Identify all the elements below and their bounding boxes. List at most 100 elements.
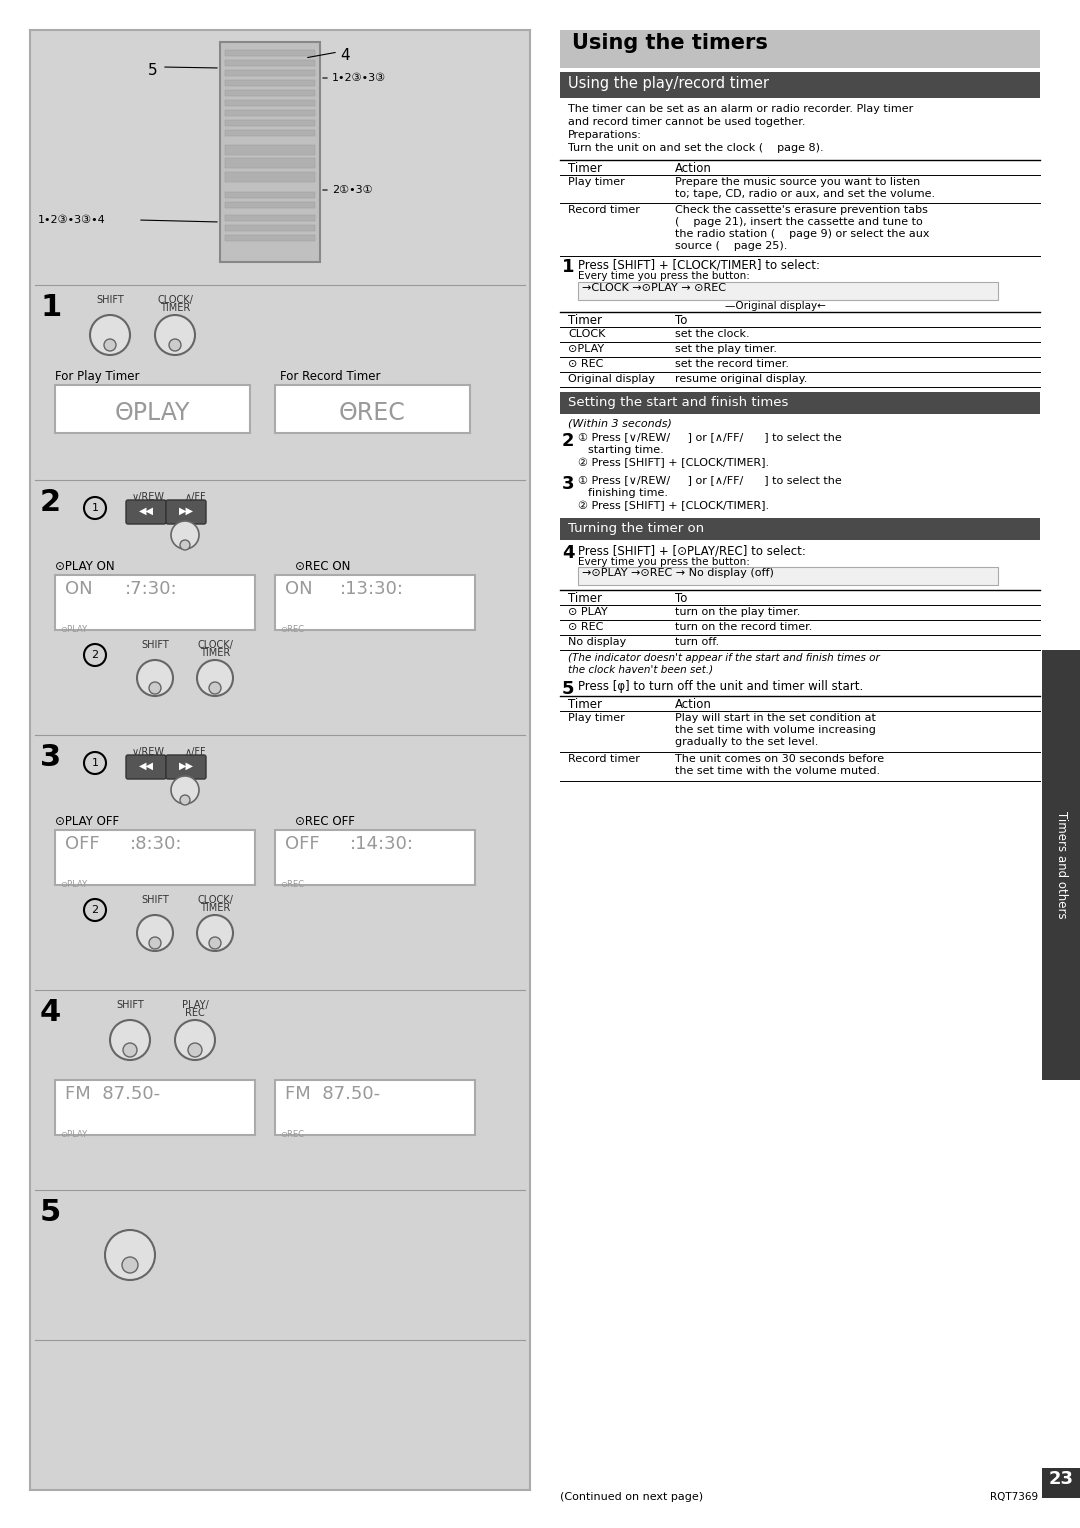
Text: turn off.: turn off. — [675, 637, 719, 646]
Bar — [578, 283, 998, 299]
Circle shape — [197, 915, 233, 950]
Text: gradually to the set level.: gradually to the set level. — [675, 736, 819, 747]
Text: —Original display←: —Original display← — [725, 301, 826, 312]
Text: Prepare the music source you want to listen: Prepare the music source you want to lis… — [675, 177, 920, 186]
Bar — [35, 35, 525, 280]
Text: ∧/FF: ∧/FF — [185, 492, 206, 503]
Text: 2: 2 — [562, 432, 575, 451]
Text: →CLOCK →⊙PLAY → ⊙REC: →CLOCK →⊙PLAY → ⊙REC — [582, 283, 726, 293]
Text: CLOCK: CLOCK — [568, 329, 606, 339]
Text: Using the timers: Using the timers — [572, 34, 768, 53]
Circle shape — [180, 795, 190, 805]
Circle shape — [149, 681, 161, 694]
Text: For Play Timer: For Play Timer — [55, 370, 139, 384]
Circle shape — [90, 315, 130, 354]
Text: Timer: Timer — [568, 698, 602, 711]
Text: Play timer: Play timer — [568, 177, 624, 186]
Text: CLOCK/: CLOCK/ — [197, 895, 233, 905]
Text: Press [φ] to turn off the unit and timer will start.: Press [φ] to turn off the unit and timer… — [578, 680, 863, 694]
Text: ▶▶: ▶▶ — [178, 506, 193, 516]
Text: 23: 23 — [1049, 1470, 1074, 1488]
Text: 1: 1 — [92, 758, 98, 769]
Bar — [225, 173, 315, 182]
Bar — [561, 72, 1040, 98]
FancyBboxPatch shape — [166, 500, 206, 524]
Text: SHIFT: SHIFT — [141, 895, 168, 905]
Text: Timer: Timer — [568, 162, 602, 176]
Text: 1: 1 — [562, 258, 575, 277]
Text: 3: 3 — [562, 475, 575, 494]
Text: Using the play/record timer: Using the play/record timer — [568, 76, 769, 92]
Text: 1•2③•3③•4: 1•2③•3③•4 — [38, 215, 106, 225]
Text: (The indicator doesn't appear if the start and finish times or: (The indicator doesn't appear if the sta… — [568, 652, 880, 663]
Text: CLOCK/: CLOCK/ — [157, 295, 193, 306]
Circle shape — [210, 937, 221, 949]
Bar — [275, 385, 470, 432]
Bar — [225, 121, 315, 125]
Bar — [225, 145, 315, 154]
Bar — [55, 830, 255, 885]
Text: ⊙REC OFF: ⊙REC OFF — [295, 814, 355, 828]
Text: ① Press [∨/REW/     ] or [∧/FF/      ] to select the: ① Press [∨/REW/ ] or [∧/FF/ ] to select … — [578, 432, 841, 442]
Text: the set time with the volume muted.: the set time with the volume muted. — [675, 766, 880, 776]
Text: ∨/REW: ∨/REW — [132, 747, 164, 756]
Bar — [561, 518, 1040, 539]
Text: Press [SHIFT] + [⊙PLAY/REC] to select:: Press [SHIFT] + [⊙PLAY/REC] to select: — [578, 544, 806, 558]
Bar — [1042, 649, 1080, 1080]
Text: set the clock.: set the clock. — [675, 329, 750, 339]
Text: 1: 1 — [40, 293, 62, 322]
Text: ∧/FF: ∧/FF — [185, 747, 206, 756]
Bar — [35, 990, 525, 1186]
Text: Record timer: Record timer — [568, 205, 639, 215]
Text: No display: No display — [568, 637, 626, 646]
Text: Every time you press the button:: Every time you press the button: — [578, 270, 750, 281]
Text: :8:30:: :8:30: — [130, 834, 183, 853]
Bar — [225, 202, 315, 208]
Text: OFF: OFF — [285, 834, 320, 853]
Bar — [55, 1080, 255, 1135]
Text: 4: 4 — [40, 998, 62, 1027]
Bar — [30, 31, 530, 1490]
Bar — [561, 31, 1040, 69]
Text: ⊙REC ON: ⊙REC ON — [295, 559, 350, 573]
Text: TIMER: TIMER — [200, 903, 230, 914]
Text: Play will start in the set condition at: Play will start in the set condition at — [675, 714, 876, 723]
Text: Original display: Original display — [568, 374, 654, 384]
Circle shape — [123, 1044, 137, 1057]
Bar — [225, 70, 315, 76]
Text: the radio station (    page 9) or select the aux: the radio station ( page 9) or select th… — [675, 229, 930, 238]
Text: ⊙ REC: ⊙ REC — [568, 359, 604, 368]
Text: Press [SHIFT] + [CLOCK/TIMER] to select:: Press [SHIFT] + [CLOCK/TIMER] to select: — [578, 258, 820, 270]
Text: Timers and others: Timers and others — [1054, 811, 1067, 918]
Bar — [35, 480, 525, 730]
Bar — [225, 193, 315, 199]
Text: ⊙PLAY OFF: ⊙PLAY OFF — [55, 814, 119, 828]
Text: Record timer: Record timer — [568, 753, 639, 764]
Bar — [225, 60, 315, 66]
Text: TIMER: TIMER — [160, 303, 190, 313]
Text: OFF: OFF — [65, 834, 99, 853]
Circle shape — [137, 915, 173, 950]
FancyBboxPatch shape — [166, 755, 206, 779]
Bar — [578, 567, 998, 585]
Bar — [55, 385, 249, 432]
Bar — [275, 575, 475, 630]
Text: source (    page 25).: source ( page 25). — [675, 241, 787, 251]
Circle shape — [188, 1044, 202, 1057]
Circle shape — [171, 776, 199, 804]
Text: set the record timer.: set the record timer. — [675, 359, 789, 368]
Bar — [225, 79, 315, 86]
Text: ∨/REW: ∨/REW — [132, 492, 164, 503]
Bar — [225, 99, 315, 105]
Text: ② Press [SHIFT] + [CLOCK/TIMER].: ② Press [SHIFT] + [CLOCK/TIMER]. — [578, 458, 769, 468]
Text: Timer: Timer — [568, 313, 602, 327]
Text: resume original display.: resume original display. — [675, 374, 808, 384]
Text: the clock haven't been set.): the clock haven't been set.) — [568, 665, 713, 675]
Text: :13:30:: :13:30: — [340, 581, 404, 597]
Text: Preparations:: Preparations: — [568, 130, 642, 141]
Bar — [275, 830, 475, 885]
Text: ② Press [SHIFT] + [CLOCK/TIMER].: ② Press [SHIFT] + [CLOCK/TIMER]. — [578, 501, 769, 512]
Text: turn on the record timer.: turn on the record timer. — [675, 622, 812, 633]
Text: (Continued on next page): (Continued on next page) — [561, 1491, 703, 1502]
Bar — [225, 110, 315, 116]
